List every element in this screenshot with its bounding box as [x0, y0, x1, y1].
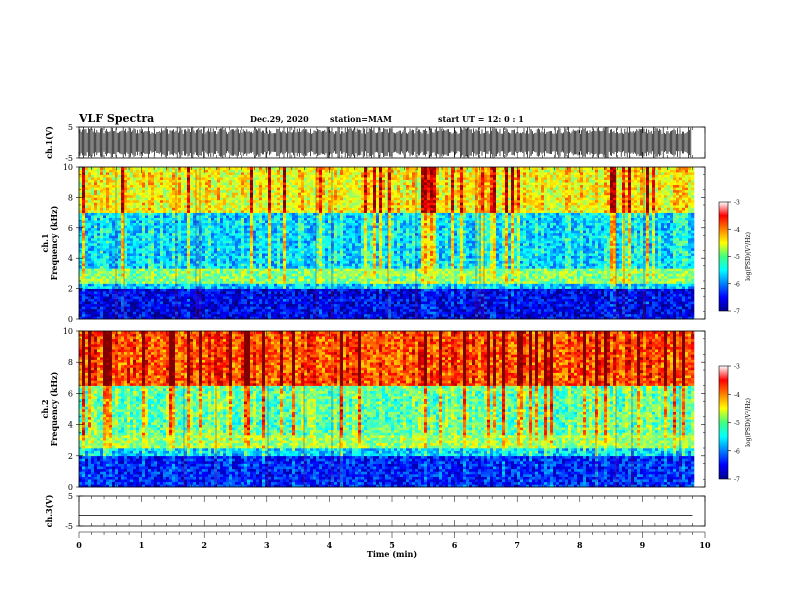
y-tick-label: 5 [68, 123, 73, 132]
x-tick-label: 3 [264, 540, 270, 550]
colorbar-tick-label: -5 [734, 420, 740, 427]
ch1-waveform-trace [80, 127, 691, 158]
x-tick-label: 10 [699, 540, 711, 550]
x-tick-label: 2 [201, 540, 207, 550]
colorbar-label: log(PSD)(V²/Hz) [745, 232, 752, 281]
y-tick-label: -5 [65, 154, 73, 163]
ch1-spectrogram [79, 167, 694, 319]
ch2-spectrogram-colorbar [719, 366, 728, 479]
y-tick-label: 0 [68, 315, 73, 324]
y-tick-label: 6 [68, 224, 73, 233]
colorbar-tick-label: -4 [734, 227, 740, 234]
y-tick-label: 4 [68, 254, 73, 263]
x-axis-label: Time (min) [367, 549, 417, 559]
ch2-spectrogram [79, 331, 694, 487]
y-tick-label: 10 [63, 163, 73, 172]
y-axis-label: ch.1(V) [44, 126, 54, 159]
x-tick-label: 8 [577, 540, 583, 550]
y-tick-label: 2 [68, 285, 73, 294]
x-tick-label: 6 [452, 540, 458, 550]
y-axis-label: Frequency (kHz) [49, 205, 59, 280]
colorbar-tick-label: -6 [734, 281, 740, 288]
y-tick-label: 8 [68, 193, 73, 202]
colorbar-tick-label: -5 [734, 254, 740, 261]
x-tick-label: 1 [139, 540, 145, 550]
colorbar-tick-label: -3 [734, 364, 740, 371]
y-tick-label: 5 [68, 492, 73, 501]
colorbar-tick-label: -3 [734, 200, 740, 207]
y-axis-label: ch.3(V) [44, 494, 54, 527]
x-tick-label: 7 [514, 540, 520, 550]
y-tick-label: 2 [68, 452, 73, 461]
colorbar-label: log(PSD)(V²/Hz) [745, 398, 752, 447]
y-axis-label: Frequency (kHz) [49, 371, 59, 446]
colorbar-tick-label: -4 [734, 392, 740, 399]
colorbar-tick-label: -6 [734, 448, 740, 455]
colorbar-tick-label: -7 [734, 309, 740, 316]
y-tick-label: 0 [68, 483, 73, 492]
y-tick-label: 8 [68, 358, 73, 367]
y-tick-label: -5 [65, 522, 73, 531]
x-tick-label: 9 [640, 540, 646, 550]
x-tick-label: 4 [327, 540, 333, 550]
y-tick-label: 10 [63, 327, 73, 336]
ch1-spectrogram-colorbar [719, 202, 728, 311]
y-tick-label: 4 [68, 421, 73, 430]
x-tick-label: 0 [76, 540, 82, 550]
colorbar-tick-label: -7 [734, 477, 740, 484]
y-tick-label: 6 [68, 389, 73, 398]
